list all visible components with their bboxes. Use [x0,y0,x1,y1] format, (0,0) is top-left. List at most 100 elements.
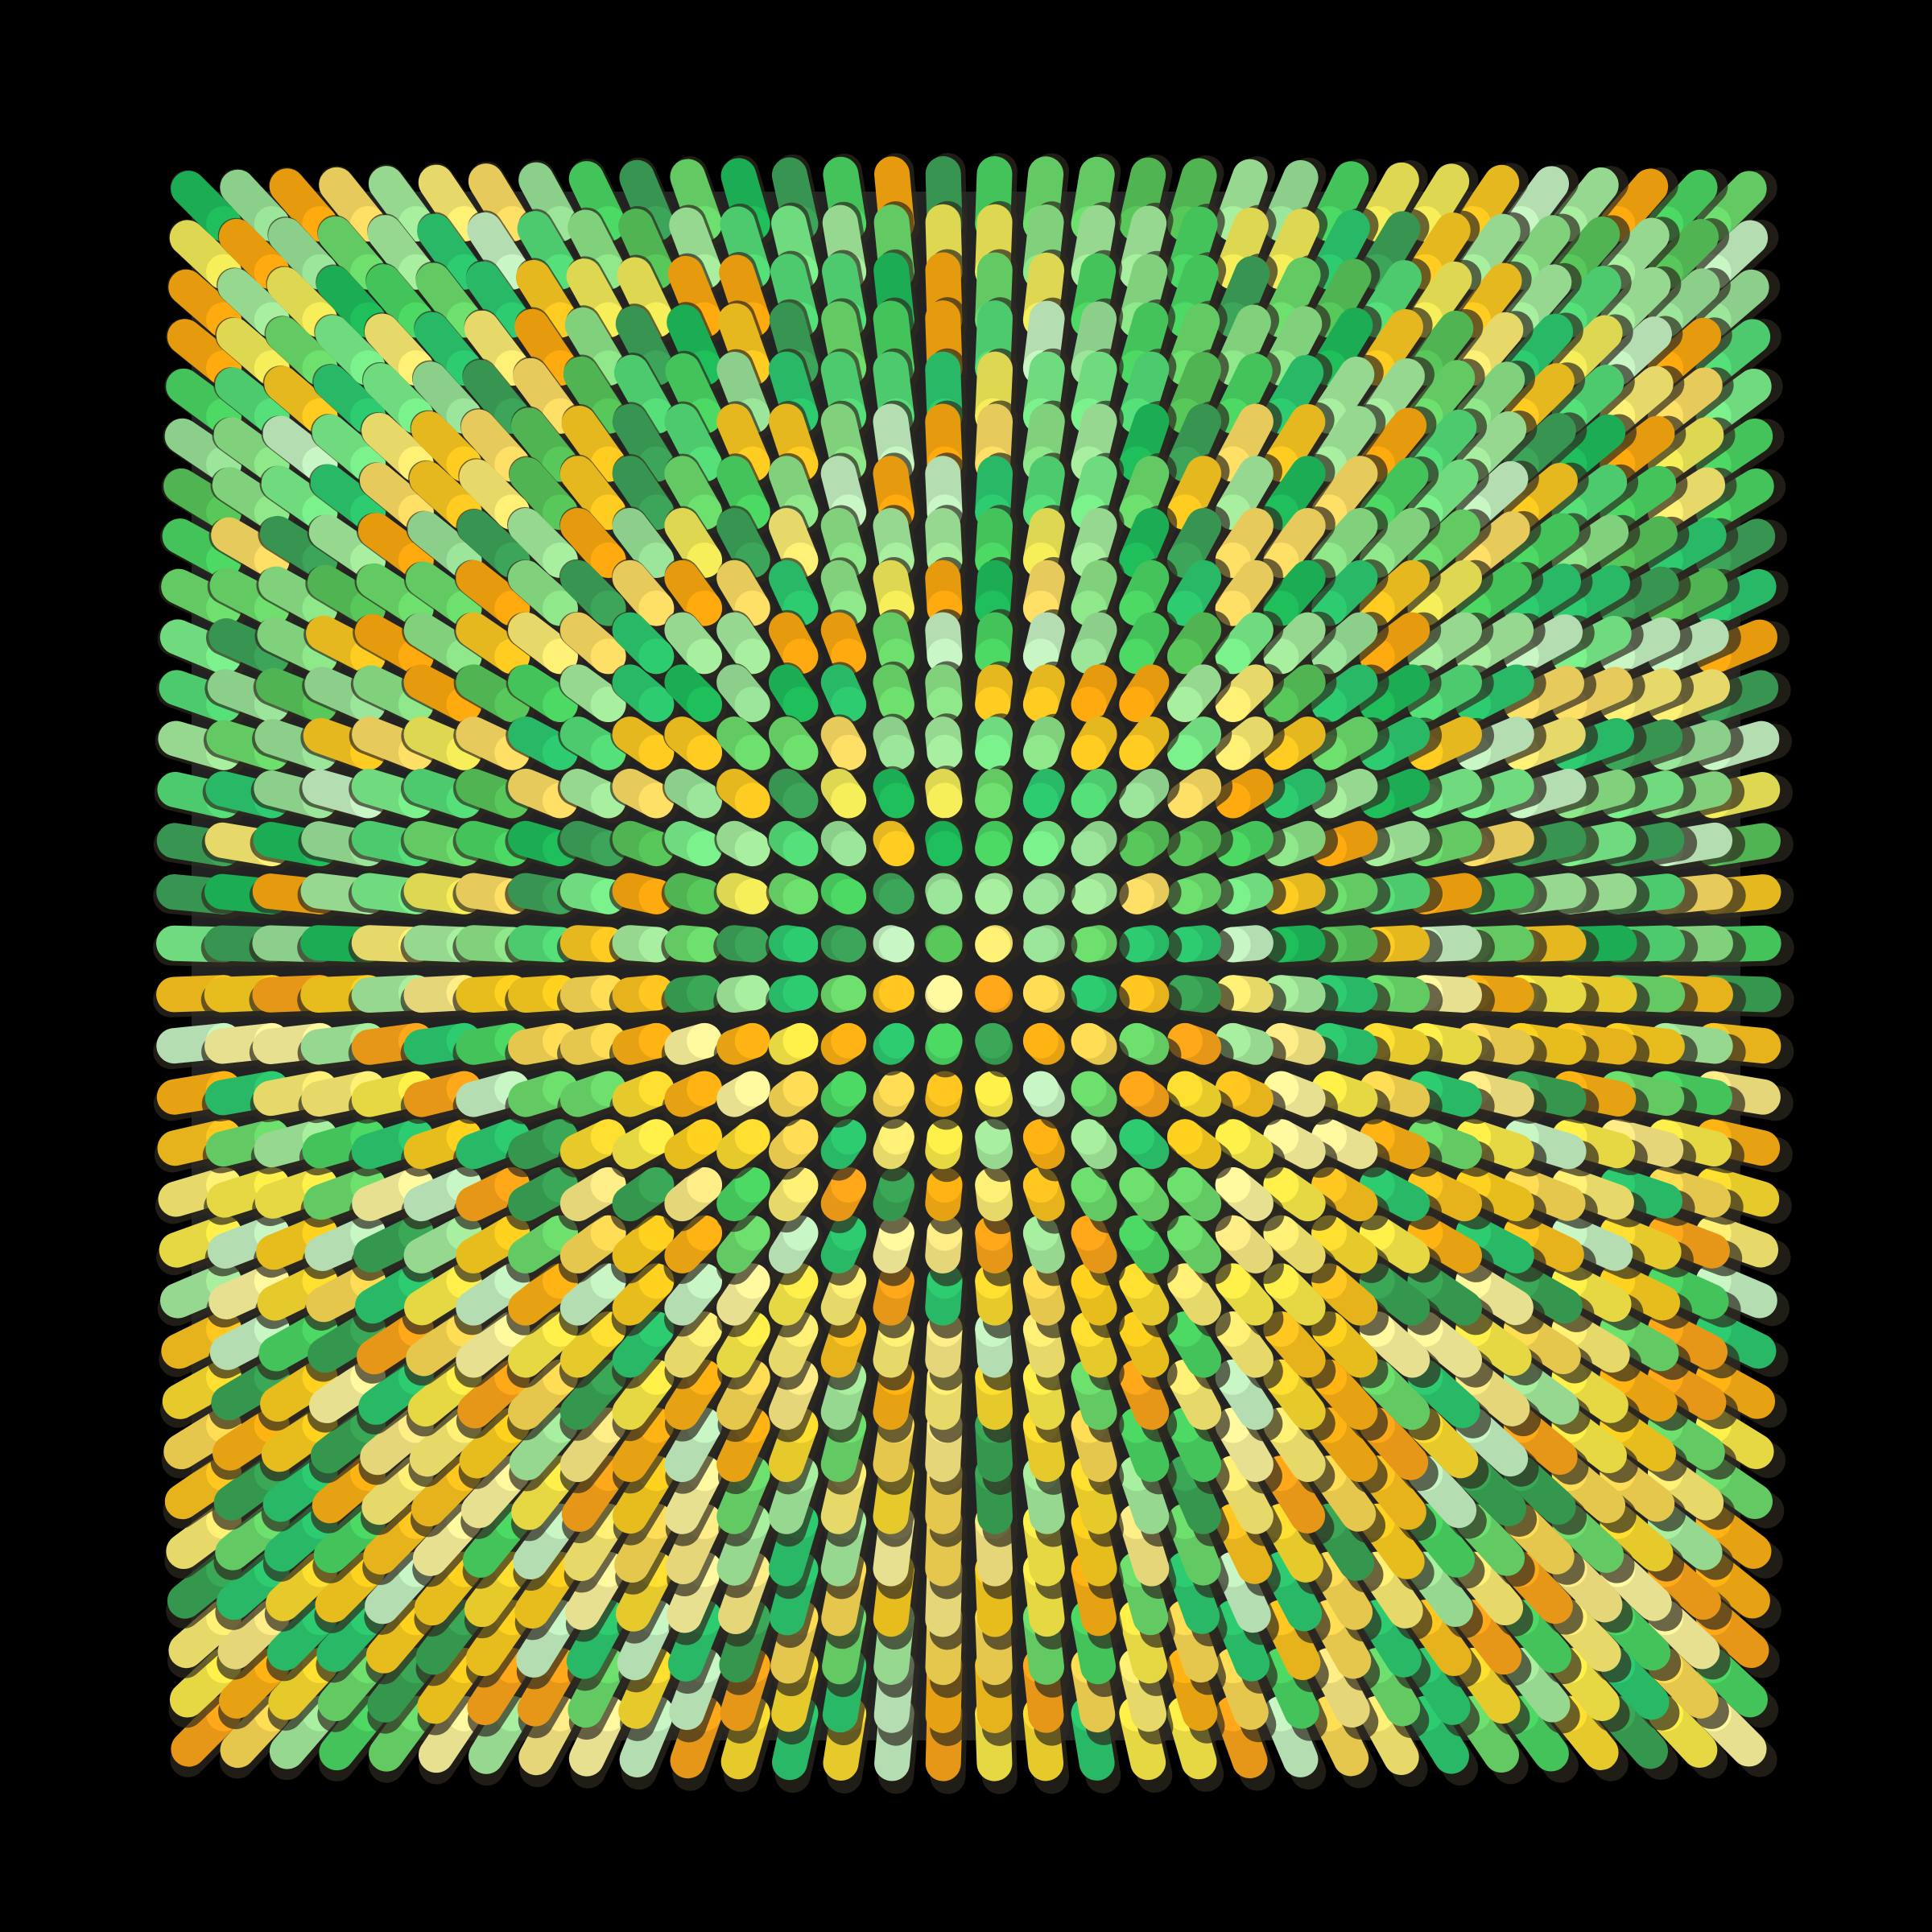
pin-head [590,638,626,675]
pin-head [687,687,722,722]
pin-head [1119,782,1155,819]
pin [261,415,343,487]
pin [1263,559,1336,631]
pin-head [927,927,963,963]
pin [1022,1071,1074,1129]
pin [870,975,919,1021]
pin [506,1311,583,1389]
pin-head [687,1071,722,1107]
pin-head [831,1022,867,1059]
pin-head [687,638,722,675]
pin-head [1022,1071,1059,1107]
pin [1119,1119,1180,1180]
pin [663,610,727,679]
pin [716,506,775,583]
pin-head [734,927,770,963]
pin [766,975,824,1019]
pin [1407,1167,1495,1230]
pin-head [782,1022,819,1059]
pin [612,559,679,631]
pin-head [975,927,1011,963]
pin-head [1119,1119,1155,1155]
pin [1119,1215,1179,1286]
pin-head [638,1215,675,1251]
pin [663,1119,727,1179]
pin [612,1359,679,1442]
pin [462,358,535,439]
pin [768,1263,824,1338]
pin [460,408,535,487]
pin [975,766,1019,824]
pin-head [782,782,819,819]
pin [1119,663,1179,727]
pin-head [975,975,1011,1011]
pin [316,264,391,343]
pin-head [734,687,770,722]
pin [975,817,1020,872]
pin-head [734,1071,770,1107]
pin [1407,664,1494,727]
pin [663,663,727,727]
pin-head [782,1119,819,1155]
pin [305,564,391,631]
pin [1022,975,1078,1021]
pin [1455,1167,1546,1230]
pin-head [975,878,1011,914]
pin-head [975,1071,1011,1107]
pin-head [1119,1167,1155,1203]
pin-head [1167,734,1203,770]
pin [819,819,872,872]
pin [1263,1215,1337,1284]
pin [1071,819,1128,872]
pin [1215,1119,1286,1179]
pin [303,615,391,679]
pin-head [687,734,722,770]
pin [1071,766,1127,824]
pin [1263,1119,1338,1179]
pin-head [734,734,770,770]
pin [1167,1455,1230,1546]
pin [662,768,727,824]
pin-head [1071,734,1107,770]
pin-head [1071,782,1107,819]
pin-head [975,734,1011,770]
pin [610,663,679,727]
pin-head [831,831,867,867]
pin-head [542,638,578,675]
pin-head [1071,975,1107,1011]
pin-head [878,831,914,867]
pin [609,820,679,872]
pin-head [1071,1119,1107,1155]
pin [766,925,824,968]
pin [925,817,968,872]
pin [262,365,343,439]
pin [975,870,1021,919]
pin [568,207,631,295]
pin [661,925,727,968]
pin-head [1022,927,1059,963]
pin-head [1119,1071,1155,1107]
pin [506,1263,583,1335]
pin-head [975,782,1011,819]
pin [559,1263,631,1336]
pin-head [782,831,819,867]
pin [975,925,1024,968]
pin [925,766,968,824]
pin [767,1119,824,1180]
pin [1311,664,1389,727]
pin [716,716,775,775]
pin [872,872,919,919]
pin-head [782,734,819,770]
pin [768,609,824,679]
pin [817,975,872,1020]
pin [873,1167,919,1234]
pin-head [975,831,1011,867]
pin [610,1167,679,1231]
pin-head [831,878,867,914]
pin [1167,1167,1232,1232]
pin-head [1215,1119,1251,1155]
pin-head [734,638,770,675]
pin [713,873,775,919]
pin [1022,819,1075,872]
